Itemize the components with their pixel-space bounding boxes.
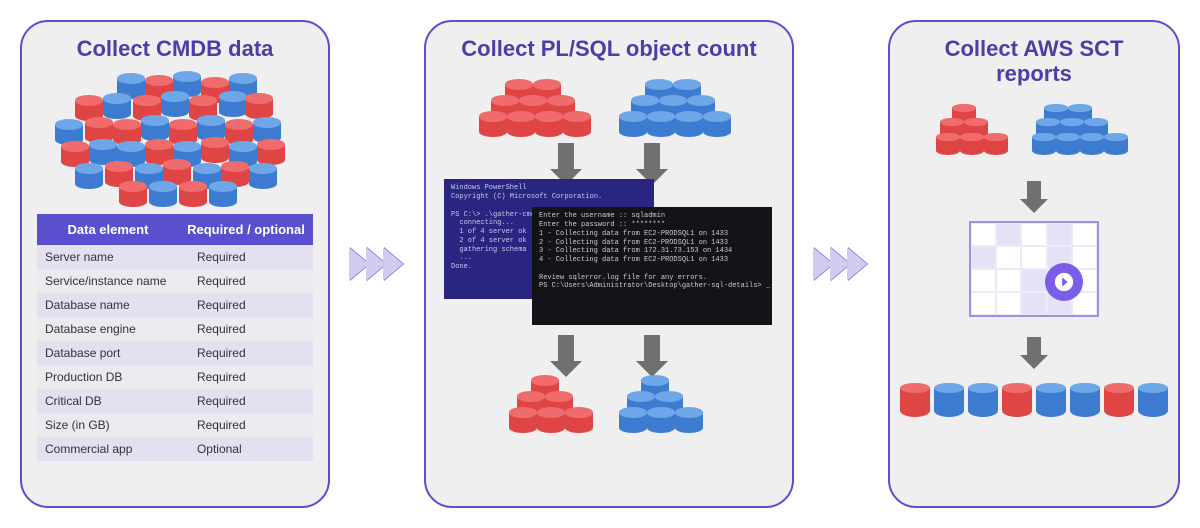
flow-connector-1 (352, 247, 403, 281)
arrow-down-icon (644, 143, 660, 171)
arrow-right-circle-icon (1045, 263, 1083, 301)
db-stack-blue (1032, 101, 1132, 157)
db-cylinder-icon (934, 383, 964, 419)
arrow-down-icon (558, 143, 574, 171)
db-stack-red (936, 101, 1016, 157)
table-row: Database nameRequired (37, 293, 313, 317)
panel2-title: Collect PL/SQL object count (461, 36, 756, 61)
th-required: Required / optional (179, 214, 313, 245)
table-row: Database engineRequired (37, 317, 313, 341)
db-stack-blue-small (619, 371, 709, 431)
db-cylinder-icon (1104, 383, 1134, 419)
panel3-title: Collect AWS SCT reports (908, 36, 1160, 87)
panel-plsql: Collect PL/SQL object count Windows Powe… (424, 20, 794, 508)
sct-top-group (936, 101, 1132, 157)
flow-connector-2 (816, 247, 867, 281)
arrow-down-icon (644, 335, 660, 363)
arrow-down-icon (1027, 181, 1041, 201)
bot-db-group (509, 371, 709, 431)
terminal-collector: Enter the username :: sqladmin Enter the… (532, 207, 772, 325)
db-cylinder-icon (1036, 383, 1066, 419)
top-db-group (479, 75, 739, 135)
arrow-row-2 (558, 331, 660, 367)
db-cylinder-icon (900, 383, 930, 419)
table-row: Size (in GB)Required (37, 413, 313, 437)
final-db-row (900, 383, 1168, 419)
migration-flow-diagram: Collect CMDB data Data element Required … (20, 20, 1180, 508)
panel1-title: Collect CMDB data (77, 36, 274, 61)
arrow-row-1 (558, 139, 660, 175)
db-cylinder-icon (1070, 383, 1100, 419)
arrow-down-icon (558, 335, 574, 363)
db-cylinder-icon (968, 383, 998, 419)
table-row: Service/instance nameRequired (37, 269, 313, 293)
table-row: Commercial appOptional (37, 437, 313, 461)
table-row: Critical DBRequired (37, 389, 313, 413)
db-stack-red-small (509, 371, 599, 431)
db-cylinder-icon (1002, 383, 1032, 419)
data-elements-table: Data element Required / optional Server … (37, 214, 313, 461)
db-cylinder-icon (1138, 383, 1168, 419)
table-row: Database portRequired (37, 341, 313, 365)
terminal-screenshots: Windows PowerShell Copyright (C) Microso… (444, 179, 774, 327)
panel-cmdb: Collect CMDB data Data element Required … (20, 20, 330, 508)
arrow-down-icon (1027, 337, 1041, 357)
db-stack-blue (619, 75, 739, 135)
th-element: Data element (37, 214, 179, 245)
table-row: Production DBRequired (37, 365, 313, 389)
table-row: Server nameRequired (37, 245, 313, 269)
db-stack-red (479, 75, 599, 135)
sct-report-grid (969, 221, 1099, 317)
db-cluster-graphic (45, 71, 305, 206)
panel-sct: Collect AWS SCT reports (888, 20, 1180, 508)
